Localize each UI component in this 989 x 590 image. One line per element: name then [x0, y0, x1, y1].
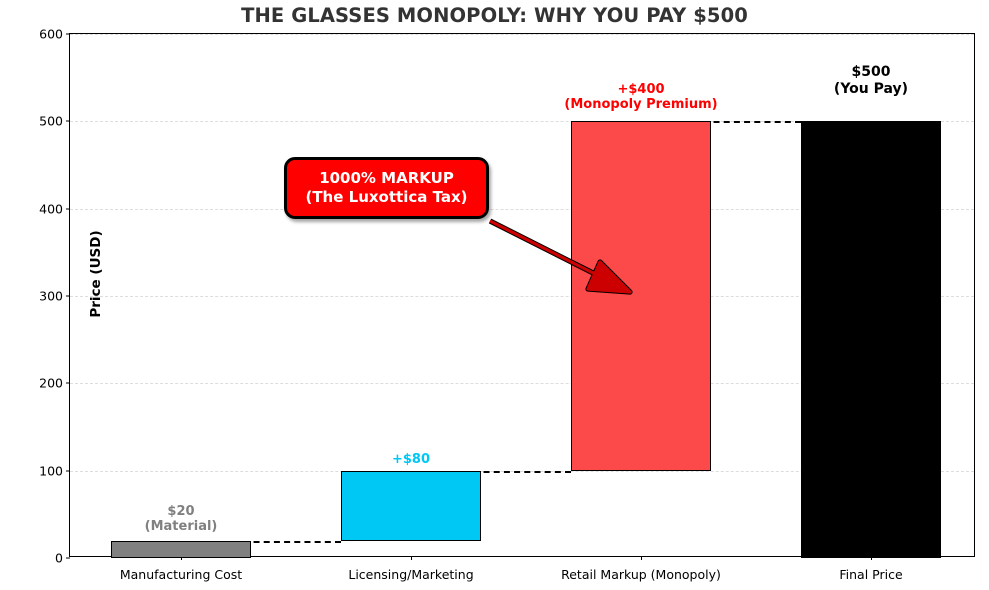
y-tick-label-400: 400	[39, 201, 63, 217]
y-tick-mark-100	[66, 470, 70, 472]
bar-retail-markup[interactable]	[571, 121, 711, 471]
x-tick-mark-3	[871, 556, 872, 560]
chart-title: THE GLASSES MONOPOLY: WHY YOU PAY $500	[241, 4, 748, 27]
x-tick-label-licensing-marketing: Licensing/Marketing	[348, 567, 474, 582]
bar-label-licensing-marketing: +$80	[392, 452, 430, 467]
gridline-600	[70, 34, 974, 35]
bar-label-value-final-price: $500	[851, 64, 891, 80]
bar-label-value-retail-markup: +$400	[617, 82, 665, 97]
y-axis-title: Price (USD)	[88, 230, 104, 318]
x-tick-mark-2	[641, 556, 642, 560]
y-tick-mark-600	[66, 33, 70, 35]
gridline-300	[70, 296, 974, 297]
y-tick-mark-200	[66, 382, 70, 384]
bar-manufacturing-cost[interactable]	[111, 540, 251, 558]
gridline-200	[70, 383, 974, 385]
y-tick-mark-300	[66, 295, 70, 297]
plot-area: 600 500 400 300 200 100 0 Price (USD) Ma…	[39, 27, 975, 582]
y-tick-label-100: 100	[39, 463, 63, 479]
x-tick-label-retail-markup: Retail Markup (Monopoly)	[561, 567, 721, 582]
bar-final-price[interactable]	[801, 121, 941, 558]
markup-annotation-box: 1000% MARKUP (The Luxottica Tax)	[284, 157, 489, 219]
bar-label-note-final-price: (You Pay)	[833, 80, 909, 97]
x-tick-mark-0	[181, 556, 182, 560]
bar-label-retail-markup: +$400 (Monopoly Premium)	[564, 82, 717, 113]
bar-label-final-price: $500 (You Pay)	[834, 64, 908, 97]
bar-licensing-marketing[interactable]	[341, 470, 481, 541]
bar-label-manufacturing-cost: $20 (Material)	[145, 504, 218, 535]
bar-label-note-retail-markup: (Monopoly Premium)	[564, 97, 718, 113]
y-tick-label-300: 300	[39, 288, 63, 304]
y-tick-mark-400	[66, 208, 70, 210]
annotation-line-2: (The Luxottica Tax)	[305, 188, 468, 206]
y-tick-label-200: 200	[39, 375, 63, 391]
x-tick-label-manufacturing-cost: Manufacturing Cost	[119, 567, 243, 582]
bar-label-note-manufacturing-cost: (Material)	[144, 519, 218, 535]
y-tick-label-500: 500	[39, 113, 63, 129]
gridline-500	[70, 121, 974, 123]
bar-label-value-licensing-marketing: +$80	[391, 452, 431, 467]
gridline-400	[70, 208, 974, 210]
x-tick-label-final-price: Final Price	[839, 567, 903, 582]
y-tick-mark-0	[66, 557, 70, 559]
bar-label-value-manufacturing-cost: $20	[167, 504, 195, 519]
y-tick-label-600: 600	[39, 26, 63, 42]
annotation-line-1: 1000% MARKUP	[319, 169, 454, 188]
y-tick-mark-500	[66, 120, 70, 122]
x-tick-mark-1	[411, 556, 412, 560]
y-tick-label-0: 0	[55, 550, 63, 566]
